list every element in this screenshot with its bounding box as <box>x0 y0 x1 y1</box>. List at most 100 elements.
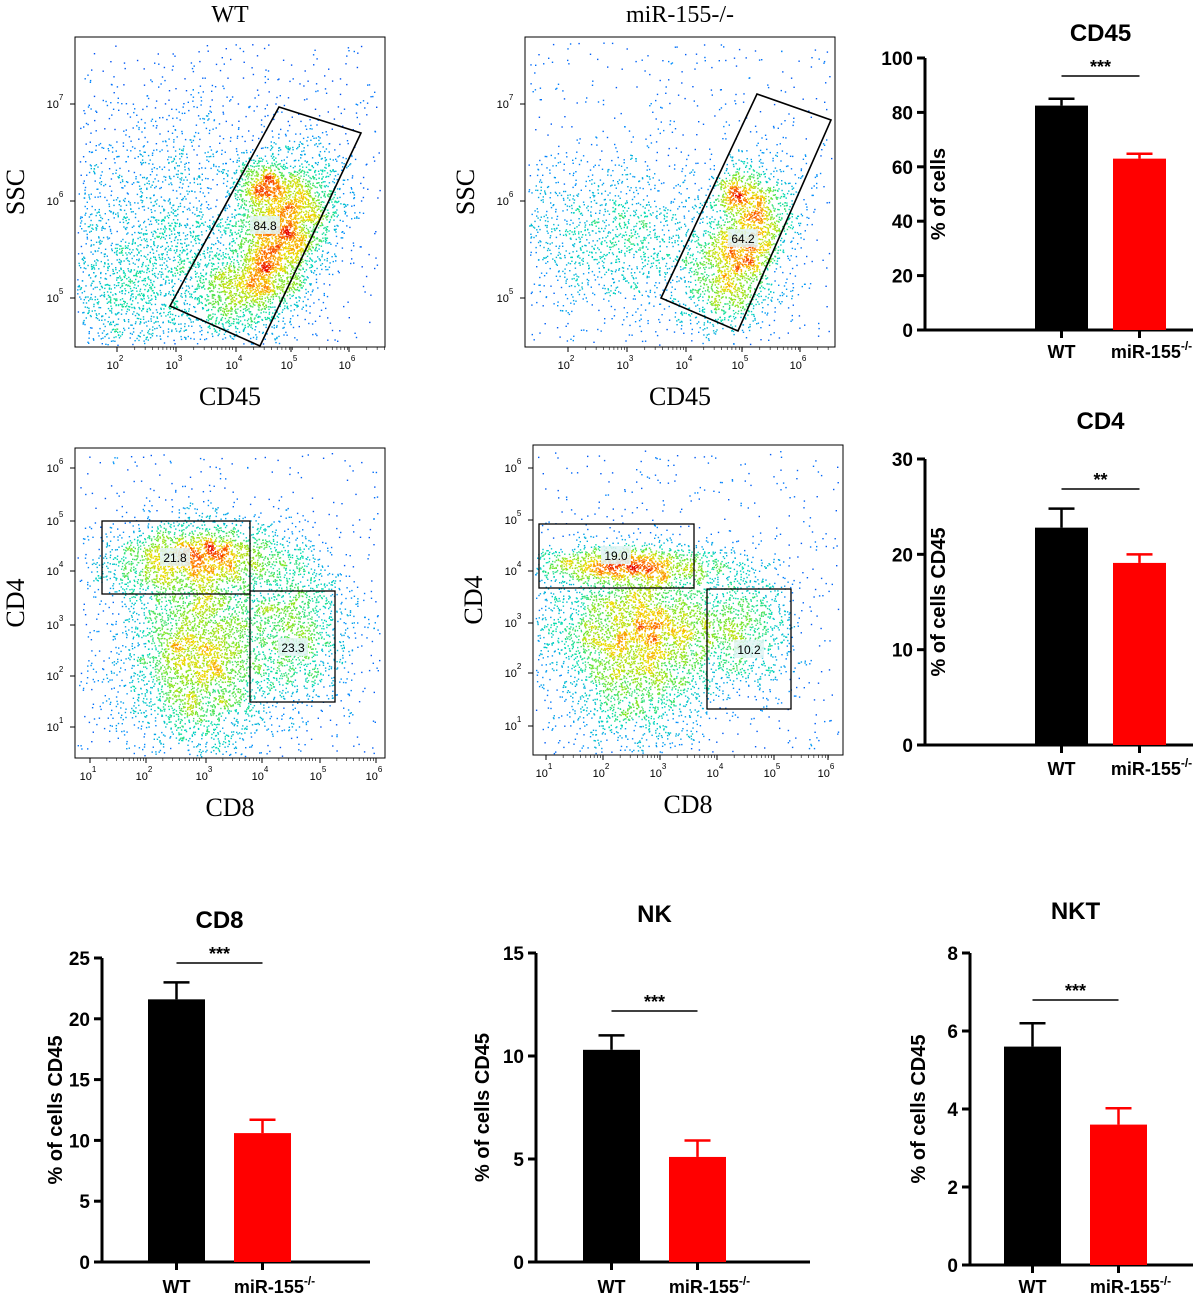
flow-dot <box>304 271 306 273</box>
flow-dot <box>176 249 178 251</box>
flow-dot <box>283 224 286 226</box>
flow-dot <box>278 243 281 245</box>
flow-dot <box>196 343 199 345</box>
flow-dot <box>313 208 315 210</box>
flow-dot <box>222 314 225 316</box>
flow-dot <box>258 208 260 210</box>
flow-dot <box>328 151 330 153</box>
flow-dot <box>274 176 276 179</box>
flow-dot <box>312 166 315 169</box>
flow-dot <box>267 190 269 192</box>
flow-dot <box>177 261 180 264</box>
flow-dot <box>281 197 283 200</box>
flow-dot <box>332 198 334 200</box>
flow-dot <box>272 295 275 298</box>
flow-dot <box>91 282 93 284</box>
flow-dot <box>288 147 290 150</box>
flow-dot <box>204 221 207 223</box>
flow-dot <box>253 257 256 259</box>
flow-dot <box>218 278 221 281</box>
flow-dot <box>242 163 244 165</box>
flow-dot <box>280 174 282 177</box>
flow-dot <box>249 275 251 277</box>
flow-dot <box>293 237 295 240</box>
flow-dot <box>274 199 276 201</box>
flow-dot <box>340 112 342 115</box>
flow-dot <box>274 306 276 308</box>
flow-dot <box>235 225 237 228</box>
flow-dot <box>305 269 308 271</box>
flow-dot <box>280 285 282 287</box>
flow-dot <box>172 160 174 162</box>
flow-dot <box>254 198 257 200</box>
flow-dot <box>267 213 269 216</box>
flow-dot <box>215 268 217 270</box>
flow-dot <box>232 285 234 287</box>
flow-dot <box>294 224 296 226</box>
flow-dot <box>283 247 286 249</box>
flow-dot <box>269 181 271 184</box>
flow-dot <box>292 246 295 248</box>
flow-dot <box>220 299 222 301</box>
flow-dot <box>282 290 284 293</box>
flow-dot <box>268 183 270 185</box>
flow-dot <box>324 75 326 77</box>
flow-dot <box>266 274 268 276</box>
flow-dot <box>252 304 255 306</box>
flow-dot <box>329 242 331 244</box>
flow-dot <box>196 298 199 301</box>
flow-dot <box>291 218 293 221</box>
flow-dot <box>246 187 248 190</box>
flow-dot <box>89 224 92 226</box>
flow-dot <box>315 206 317 208</box>
flow-dot <box>313 199 315 201</box>
flow-dot <box>240 195 242 197</box>
flow-dot <box>328 230 330 232</box>
flow-dot <box>301 191 303 194</box>
flow-dot <box>272 274 274 276</box>
flow-dot <box>237 268 239 270</box>
flow-dot <box>290 287 292 289</box>
flow-dot <box>302 216 304 218</box>
flow-dot <box>236 194 238 196</box>
flow-dot <box>269 319 271 321</box>
flow-dot <box>286 187 288 189</box>
flow-dot <box>248 233 250 235</box>
flow-dot <box>224 283 226 285</box>
flow-dot <box>287 236 289 238</box>
flow-dot <box>265 209 267 211</box>
flow-dot <box>307 188 309 191</box>
flow-dot <box>309 216 311 218</box>
flow-dot <box>262 289 264 291</box>
flow-dot <box>288 288 290 291</box>
flow-dot <box>263 236 265 239</box>
flow-dot <box>255 165 257 167</box>
flow-dot <box>285 191 288 193</box>
flow-dot <box>235 277 238 280</box>
flow-dot <box>262 292 264 295</box>
flow-dot <box>227 329 229 331</box>
flow-dot <box>206 294 208 296</box>
flow-dot <box>290 194 292 196</box>
flow-dot <box>232 318 234 320</box>
flow-dot <box>196 280 198 282</box>
flow-dot <box>245 209 247 211</box>
flow-dot <box>322 218 324 220</box>
flow-dot <box>273 286 275 288</box>
flow-dot <box>281 257 283 260</box>
flow-dot <box>309 217 311 219</box>
flow-dot <box>240 296 242 298</box>
flow-dot <box>291 225 294 227</box>
flow-dot <box>290 261 292 263</box>
flow-dot <box>258 331 261 333</box>
flow-dot <box>320 184 323 187</box>
flow-dot <box>257 241 259 243</box>
flow-dot <box>212 269 215 271</box>
flow-dot <box>272 265 274 267</box>
flow-dot <box>294 233 297 235</box>
flow-dot <box>218 275 220 277</box>
flow-dot <box>308 247 310 249</box>
flow-dot <box>326 194 329 196</box>
flow-dot <box>272 251 275 253</box>
flow-dot <box>119 335 122 337</box>
